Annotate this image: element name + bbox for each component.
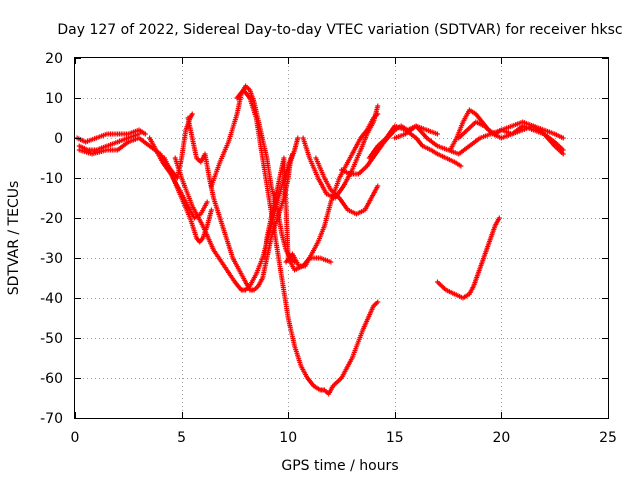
series-track-10 — [262, 155, 334, 273]
y-tick-label: -20 — [40, 211, 63, 227]
y-axis-tick-labels: -70 -60 -50 -40 -30 -20 -10 0 10 20 — [40, 51, 63, 427]
data-point — [560, 151, 566, 157]
data-point — [328, 259, 334, 265]
y-tick-label: 0 — [54, 131, 63, 147]
x-axis-title: GPS time / hours — [281, 458, 398, 474]
chart-title: Day 127 of 2022, Sidereal Day-to-day VTE… — [57, 22, 622, 38]
x-tick-label: 5 — [177, 430, 186, 446]
series-track-12 — [300, 103, 381, 201]
data-point — [375, 103, 381, 109]
data-point — [560, 135, 566, 141]
x-tick-label: 0 — [71, 430, 80, 446]
y-axis-title: SDTVAR / TECUs — [6, 181, 22, 296]
series-track-15 — [366, 123, 464, 169]
y-tick-label: -10 — [40, 171, 63, 187]
data-point — [208, 207, 214, 213]
data-point — [458, 163, 464, 169]
y-tick-label: 10 — [45, 91, 63, 107]
plot-area — [74, 83, 566, 397]
data-point — [204, 199, 210, 205]
data-point — [434, 131, 440, 137]
data-point — [189, 111, 195, 117]
x-tick-label: 15 — [386, 430, 404, 446]
data-point — [375, 299, 381, 305]
y-tick-label: -40 — [40, 291, 63, 307]
series-track-19 — [434, 215, 502, 301]
series-track-9 — [234, 87, 381, 397]
y-tick-label: -50 — [40, 331, 63, 347]
data-point — [142, 131, 148, 137]
x-axis-tick-labels: 0 5 10 15 20 25 — [71, 430, 617, 446]
series-track-18 — [456, 119, 566, 157]
y-tick-label: -60 — [40, 371, 63, 387]
series-track-1 — [74, 127, 148, 145]
x-tick-label: 25 — [599, 430, 617, 446]
y-tick-label: -70 — [40, 411, 63, 427]
data-point — [289, 151, 295, 157]
data-point — [375, 183, 381, 189]
x-tick-label: 10 — [279, 430, 297, 446]
data-point — [496, 215, 502, 221]
series-track-13 — [313, 155, 381, 217]
y-tick-label: 20 — [45, 51, 63, 67]
axis-ticks — [75, 58, 609, 419]
data-point — [295, 135, 301, 141]
y-tick-label: -30 — [40, 251, 63, 267]
plot-frame — [74, 57, 609, 419]
series-track-6 — [185, 115, 301, 293]
x-tick-label: 20 — [492, 430, 510, 446]
grid-lines — [75, 58, 608, 418]
